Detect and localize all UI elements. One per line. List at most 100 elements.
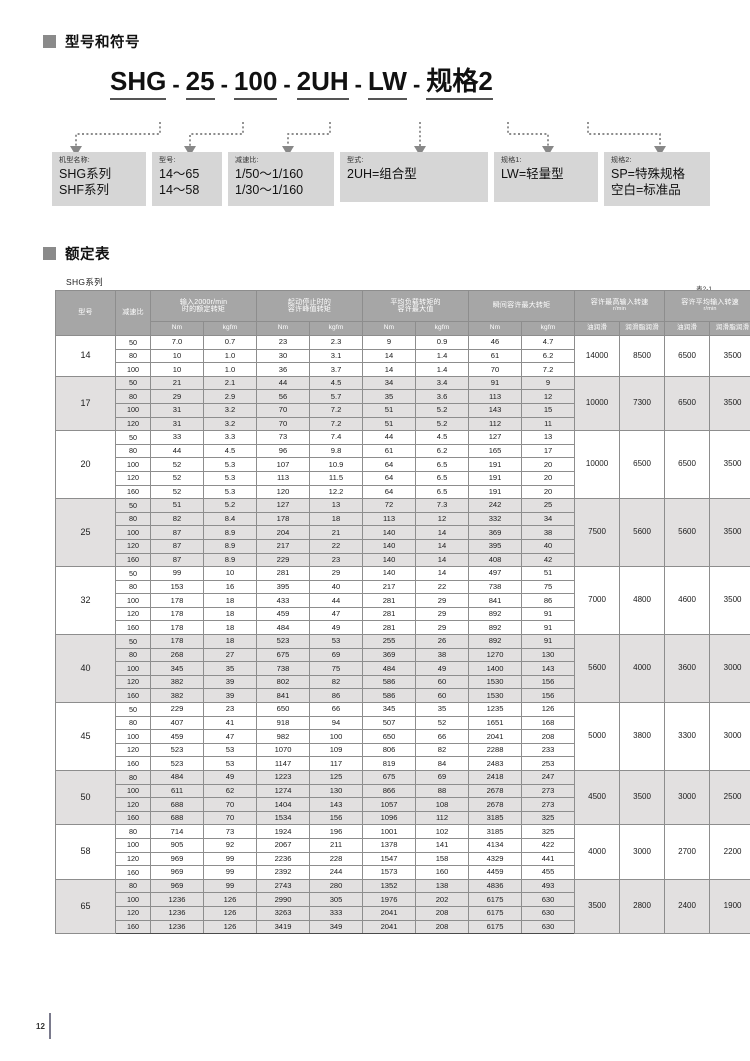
- legend-box: 机型名称: SHG系列 SHF系列: [52, 152, 146, 206]
- cell-average-torque-kgfm: 88: [415, 783, 470, 799]
- table-body: 14 50 7.0 0.7 23 2.3 9 0.9 46 4.7 14000 8500 6500 350…: [55, 335, 750, 935]
- cell-average-torque-kgfm: 160: [415, 865, 470, 880]
- cell-ratio: 120: [115, 416, 151, 432]
- table-row: 160 523 53 1147 117 819 84 2483 253: [56, 756, 750, 771]
- cell-rated-torque-nm: 523: [150, 742, 204, 758]
- cell-peak-torque-nm: 841: [256, 688, 311, 704]
- legend-value: 2UH=组合型: [347, 167, 417, 182]
- cell-ratio: 100: [115, 457, 151, 472]
- cell-rated-torque-kgfm: 1.0: [202, 348, 258, 364]
- cell-momentary-torque-nm: 127: [468, 430, 523, 445]
- cell-peak-torque-nm: 1274: [256, 783, 311, 799]
- cell-max-input-speed-grease: 6500: [619, 430, 666, 500]
- table-header: 型号 减速比 输入2000r/min 时的额定转矩 起动停止时的 容许峰值转矩 …: [55, 290, 750, 336]
- model-code-token: LW: [367, 68, 407, 100]
- cell-rated-torque-nm: 345: [150, 661, 204, 676]
- cell-momentary-torque-nm: 242: [468, 498, 523, 513]
- cell-peak-torque-nm: 30: [256, 348, 311, 364]
- cell-peak-torque-kgfm: 125: [309, 770, 364, 785]
- cell-ratio: 160: [115, 810, 151, 826]
- cell-ratio: 50: [115, 566, 151, 581]
- cell-ratio: 160: [115, 756, 151, 771]
- cell-peak-torque-nm: 73: [256, 430, 311, 445]
- cell-peak-torque-kgfm: 7.4: [309, 430, 364, 445]
- table-row: 120 523 53 1070 109 806 82 2288 233: [56, 742, 750, 758]
- legend-box: 规格1: LW=轻量型: [494, 152, 598, 202]
- legend-value: SP=特殊规格: [611, 167, 685, 182]
- cell-momentary-torque-kgfm: 143: [521, 661, 576, 676]
- cell-momentary-torque-kgfm: 75: [521, 579, 576, 595]
- cell-rated-torque-kgfm: 99: [202, 865, 258, 880]
- cell-peak-torque-kgfm: 11.5: [309, 470, 364, 486]
- cell-rated-torque-nm: 407: [150, 715, 204, 731]
- cell-momentary-torque-kgfm: 42: [521, 552, 576, 568]
- header-lubrication-oil: 油润滑: [664, 321, 711, 336]
- cell-momentary-torque-nm: 841: [468, 593, 523, 608]
- cell-momentary-torque-nm: 395: [468, 538, 523, 554]
- table-row: 17 50 21 2.1 44 4.5 34 3.4 91 9 10000 7300 6500 3500: [55, 375, 750, 432]
- cell-average-torque-nm: 14: [362, 362, 417, 377]
- cell-rated-torque-nm: 969: [150, 865, 204, 880]
- cell-rated-torque-kgfm: 99: [202, 878, 258, 894]
- cell-momentary-torque-kgfm: 455: [521, 865, 576, 880]
- cell-average-torque-nm: 484: [362, 661, 417, 676]
- cell-ratio: 120: [115, 538, 151, 554]
- cell-average-torque-kgfm: 3.4: [415, 375, 470, 391]
- cell-peak-torque-kgfm: 13: [309, 498, 364, 513]
- cell-rated-torque-nm: 382: [150, 688, 204, 704]
- cell-avg-input-speed-grease: 3500: [709, 335, 750, 377]
- cell-peak-torque-nm: 44: [256, 375, 311, 391]
- cell-average-torque-nm: 281: [362, 606, 417, 622]
- table-row: 100 905 92 2067 211 1378 141 4134 422: [56, 837, 750, 853]
- cell-average-torque-nm: 1001: [362, 824, 417, 839]
- cell-peak-torque-nm: 178: [256, 511, 311, 527]
- cell-peak-torque-nm: 918: [256, 715, 311, 731]
- cell-peak-torque-nm: 1147: [256, 756, 311, 771]
- header-momentary-max-torque: 瞬间容许最大转矩: [468, 290, 576, 322]
- cell-rated-torque-nm: 31: [150, 416, 204, 432]
- model-code-dash: -: [220, 72, 228, 97]
- cell-momentary-torque-nm: 3185: [468, 824, 523, 839]
- legend-box: 型号: 14～65 14～58: [152, 152, 222, 206]
- header-unit-kgfm: kgfm: [521, 321, 576, 336]
- cell-ratio: 50: [115, 498, 151, 513]
- cell-avg-input-speed-oil: 3000: [664, 769, 711, 826]
- cell-peak-torque-nm: 36: [256, 362, 311, 377]
- model-code-token: 2UH: [296, 68, 349, 100]
- legend-value: 空白=标准品: [611, 183, 681, 198]
- cell-rated-torque-kgfm: 18: [202, 593, 258, 608]
- cell-rated-torque-kgfm: 47: [202, 729, 258, 744]
- cell-rated-torque-nm: 52: [150, 484, 204, 500]
- cell-average-torque-nm: 819: [362, 756, 417, 771]
- cell-peak-torque-kgfm: 22: [309, 538, 364, 554]
- rating-table: 型号 减速比 输入2000r/min 时的额定转矩 起动停止时的 容许峰值转矩 …: [55, 290, 750, 935]
- cell-average-torque-kgfm: 138: [415, 878, 470, 894]
- cell-rated-torque-nm: 1236: [150, 905, 204, 921]
- header-model: 型号: [55, 290, 116, 336]
- cell-peak-torque-kgfm: 156: [309, 810, 364, 826]
- cell-momentary-torque-nm: 6175: [468, 919, 523, 935]
- cell-average-torque-kgfm: 6.5: [415, 484, 470, 500]
- cell-average-torque-kgfm: 108: [415, 797, 470, 812]
- cell-average-torque-nm: 675: [362, 770, 417, 785]
- cell-momentary-torque-kgfm: 253: [521, 756, 576, 771]
- cell-max-input-speed-grease: 4800: [619, 566, 666, 636]
- cell-momentary-torque-nm: 3185: [468, 810, 523, 826]
- cell-average-torque-kgfm: 102: [415, 824, 470, 839]
- cell-momentary-torque-nm: 2041: [468, 729, 523, 744]
- cell-avg-input-speed-oil: 2400: [664, 878, 711, 935]
- cell-momentary-torque-kgfm: 233: [521, 742, 576, 758]
- cell-rated-torque-nm: 178: [150, 606, 204, 622]
- cell-peak-torque-nm: 23: [256, 335, 311, 350]
- header-max-input-speed: 容许最高输入转速 r/min: [574, 290, 666, 322]
- header-avg-input-speed: 容许平均输入转速 r/min: [664, 290, 750, 322]
- cell-rated-torque-nm: 21: [150, 375, 204, 391]
- cell-average-torque-kgfm: 5.2: [415, 416, 470, 432]
- cell-rated-torque-nm: 611: [150, 783, 204, 799]
- cell-average-torque-kgfm: 60: [415, 688, 470, 704]
- cell-peak-torque-kgfm: 244: [309, 865, 364, 880]
- cell-momentary-torque-kgfm: 17: [521, 443, 576, 459]
- cell-average-torque-kgfm: 14: [415, 566, 470, 581]
- cell-momentary-torque-kgfm: 20: [521, 470, 576, 486]
- cell-momentary-torque-nm: 4329: [468, 851, 523, 867]
